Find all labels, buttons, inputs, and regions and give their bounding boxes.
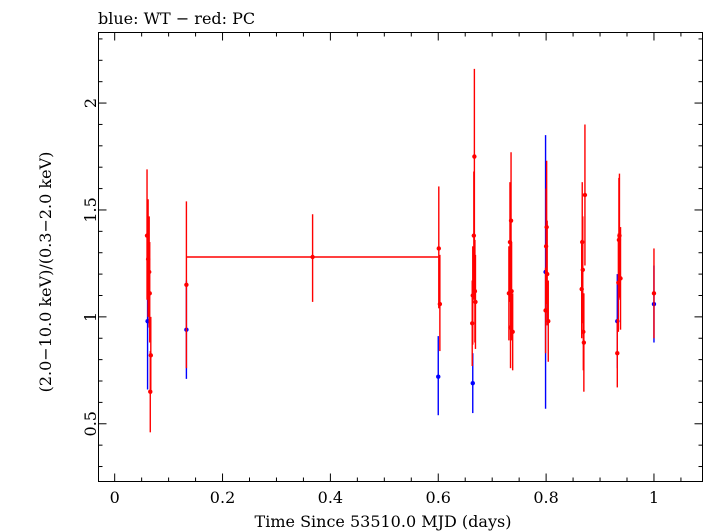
axis-ticks bbox=[98, 32, 703, 482]
data-point bbox=[618, 276, 623, 281]
data-point bbox=[148, 353, 154, 358]
y-tick-labels: 0.5 1 1.5 2 bbox=[81, 98, 100, 437]
y-tick-label: 1 bbox=[81, 312, 100, 322]
data-point bbox=[509, 289, 514, 294]
x-tick-label: 1 bbox=[649, 488, 659, 507]
x-tick-label: 0.4 bbox=[318, 488, 343, 507]
data-series bbox=[144, 68, 657, 433]
data-point bbox=[473, 299, 478, 305]
data-point bbox=[544, 271, 550, 277]
data-point bbox=[508, 218, 514, 223]
series-pc bbox=[144, 68, 657, 433]
data-point bbox=[436, 374, 441, 379]
y-axis-label: (2.0−10.0 keV)/(0.3−2.0 keV) bbox=[36, 152, 55, 393]
data-point bbox=[581, 340, 587, 345]
data-point bbox=[615, 351, 620, 356]
y-tick-label: 0.5 bbox=[81, 411, 100, 436]
x-tick-label: 0.2 bbox=[210, 488, 235, 507]
data-point bbox=[510, 329, 515, 335]
data-point bbox=[147, 291, 152, 296]
x-tick-labels: 0 0.2 0.4 0.6 0.8 1 bbox=[110, 488, 659, 507]
data-point bbox=[470, 380, 475, 386]
plot-frame bbox=[98, 32, 703, 482]
data-point bbox=[582, 192, 588, 198]
data-point bbox=[546, 318, 551, 324]
y-tick-label: 1.5 bbox=[81, 197, 100, 222]
data-point bbox=[310, 254, 315, 260]
y-tick-label: 2 bbox=[81, 98, 100, 108]
series-wt bbox=[145, 135, 657, 416]
x-tick-label: 0 bbox=[110, 488, 120, 507]
x-tick-label: 0.8 bbox=[533, 488, 558, 507]
data-point bbox=[436, 246, 441, 251]
data-point bbox=[580, 267, 585, 273]
chart-title: blue: WT − red: PC bbox=[98, 9, 255, 28]
data-point bbox=[184, 282, 189, 287]
x-tick-label: 0.6 bbox=[426, 488, 451, 507]
data-point bbox=[437, 301, 443, 307]
data-point bbox=[472, 154, 477, 159]
data-point bbox=[651, 291, 657, 296]
x-axis-label: Time Since 53510.0 MJD (days) bbox=[255, 512, 512, 531]
